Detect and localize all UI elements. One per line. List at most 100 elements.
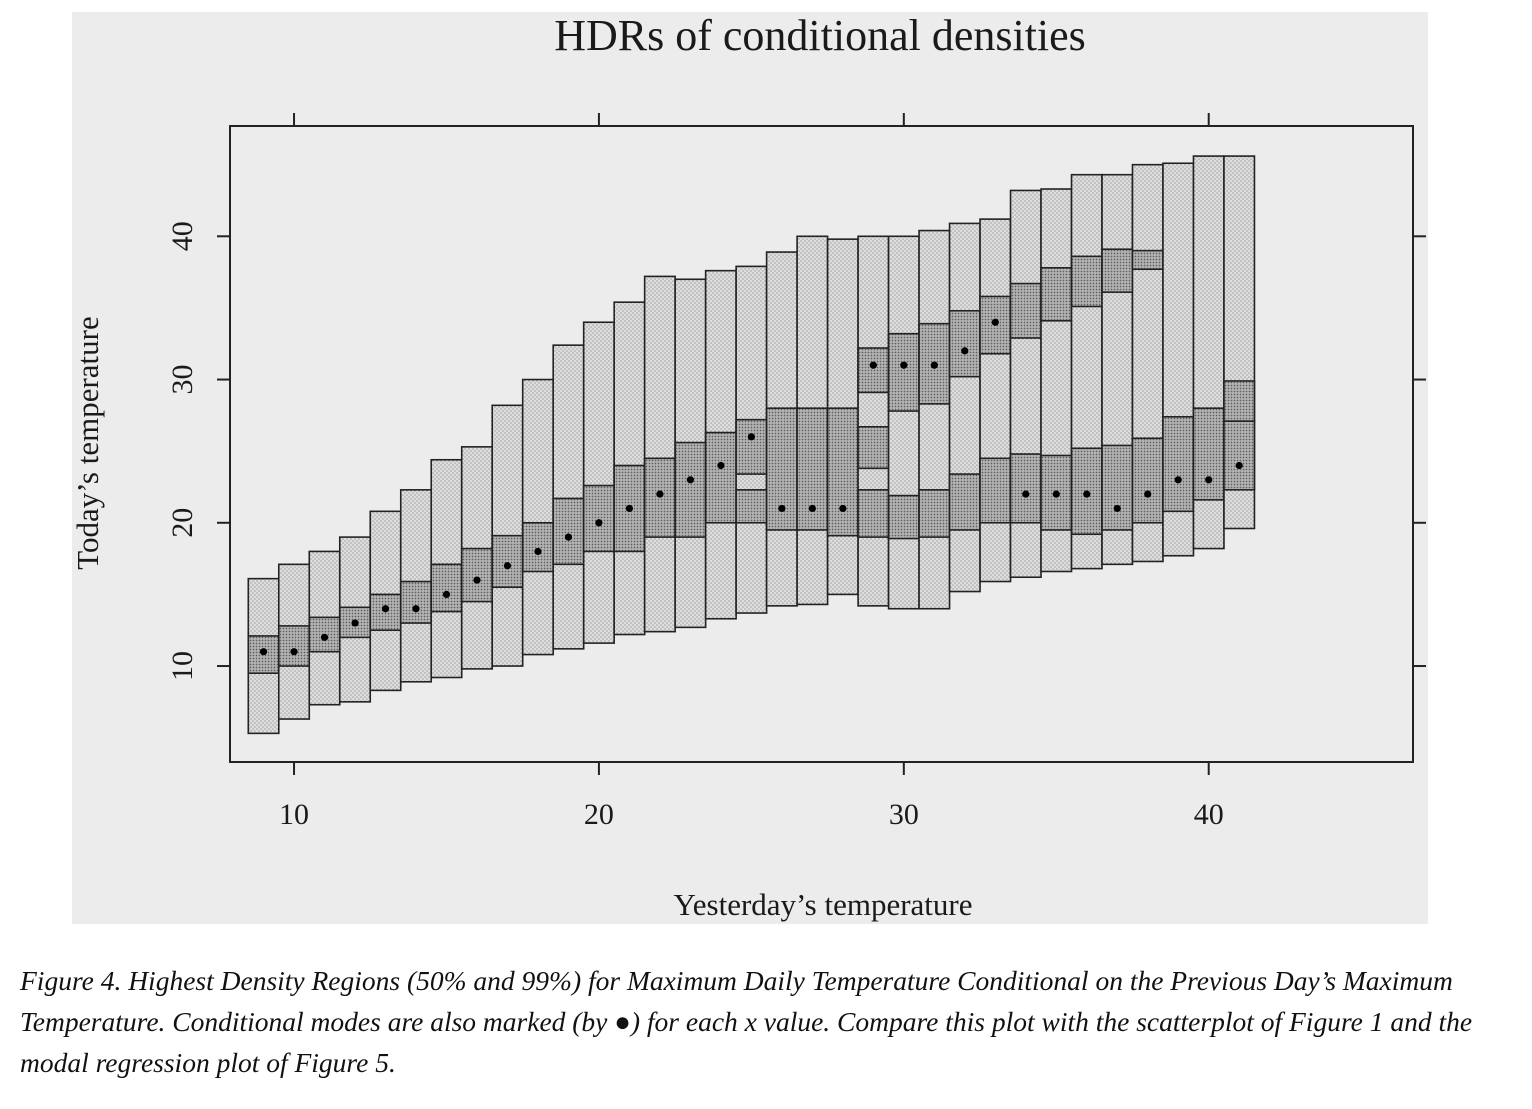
mode-point [564, 533, 573, 541]
x-tick-label: 10 [279, 798, 309, 831]
hdr-bin [613, 301, 646, 636]
hdr-chart: HDRs of conditional densities 10 20 30 40 10… [70, 11, 1426, 922]
hdr50-box [918, 489, 951, 538]
figure-caption: Figure 4. Highest Density Regions (50% a… [20, 965, 1473, 1078]
hdr-bin [674, 278, 707, 629]
hdr50-box [582, 484, 615, 553]
mode-point [320, 633, 329, 641]
hdr99-box [552, 344, 585, 650]
hdr50-box [857, 426, 890, 470]
hdr-bin [521, 378, 554, 656]
hdr50-box [1192, 407, 1225, 501]
hdr-bin [552, 344, 585, 650]
mode-point [839, 504, 847, 513]
hdr-bin [308, 550, 341, 706]
hdr99-box [521, 378, 554, 656]
mode-point [686, 476, 694, 484]
x-tick-label: 40 [1194, 798, 1224, 831]
hdr50-box [1223, 420, 1256, 491]
hdr-bin [430, 458, 463, 679]
mode-point [778, 504, 786, 513]
hdr-bin [1070, 173, 1103, 570]
mode-point [290, 648, 298, 656]
mode-point [808, 504, 816, 513]
hdr-bin [918, 229, 951, 610]
hdr50-box [399, 580, 433, 624]
mode-point [1052, 490, 1060, 498]
mode-point [717, 461, 725, 470]
hdr50-box [430, 563, 463, 613]
hdr-bin [1131, 163, 1164, 563]
hdr50-box [735, 489, 768, 524]
hdr-bin [887, 235, 920, 610]
mode-point [869, 361, 877, 369]
mode-point [503, 562, 512, 570]
hdr50-box [735, 418, 768, 475]
hdr50-box [826, 407, 859, 537]
hdr50-box [1162, 415, 1195, 513]
y-tick-label: 10 [166, 651, 199, 681]
hdr-bars [247, 155, 1256, 735]
mode-point [656, 490, 664, 498]
hdr-bin [338, 536, 372, 703]
hdr-bin [247, 577, 280, 735]
hdr50-box [1009, 282, 1042, 339]
hdr-bin [857, 235, 890, 607]
mode-point [991, 318, 999, 326]
hdr-bin [948, 222, 981, 593]
hdr-bin [796, 235, 829, 606]
hdr-bin [491, 404, 524, 667]
mode-point [1144, 490, 1152, 498]
hdr50-box [1223, 380, 1256, 422]
hdr-bin [1162, 162, 1195, 557]
hdr50-box [979, 457, 1012, 524]
hdr50-box [674, 441, 707, 538]
hdr50-box [552, 497, 585, 566]
mode-point [351, 619, 359, 627]
mode-point [625, 504, 634, 513]
hdr-bin [1101, 173, 1134, 566]
mode-point [1205, 476, 1213, 484]
hdr-bin [1192, 155, 1225, 550]
hdr50-box [857, 347, 890, 394]
mode-point [1113, 504, 1121, 513]
hdr-bin [1040, 188, 1073, 573]
mode-point [259, 648, 268, 656]
mode-point [473, 576, 481, 584]
hdr50-box [887, 332, 920, 412]
hdr-bin [765, 251, 798, 607]
mode-point [900, 361, 908, 369]
hdr50-box [1101, 444, 1134, 531]
hdr50-box [521, 521, 554, 573]
mode-point [961, 347, 969, 355]
mode-point [747, 433, 755, 441]
hdr-bin [643, 275, 676, 633]
hdr-bin [369, 510, 402, 692]
hdr-bin [460, 446, 494, 670]
hdr-bin [704, 269, 737, 620]
hdr50-box [1131, 437, 1164, 524]
hdr50-box [948, 309, 981, 378]
hdr99-box [948, 222, 981, 593]
hdr50-box [948, 473, 981, 531]
hdr50-box [857, 489, 890, 538]
hdr-bin [399, 489, 433, 683]
y-tick-label: 20 [166, 508, 199, 538]
mode-point [442, 590, 451, 599]
y-tick-label: 30 [166, 365, 199, 395]
hdr50-box [277, 625, 311, 667]
hdr-bin [1223, 155, 1256, 530]
chart-title: HDRs of conditional densities [554, 11, 1086, 60]
hdr-bin [826, 238, 859, 596]
hdr-bin [277, 563, 311, 720]
mode-point [930, 361, 938, 369]
hdr50-box [704, 431, 737, 524]
mode-point [1235, 461, 1243, 470]
mode-point [381, 605, 390, 613]
hdr99-box [857, 235, 890, 607]
hdr50-box [887, 494, 920, 540]
hdr99-box [887, 235, 920, 610]
mode-point [595, 519, 603, 527]
hdr-bin [979, 218, 1012, 583]
x-axis-label: Yesterday’s temperature [673, 887, 972, 922]
